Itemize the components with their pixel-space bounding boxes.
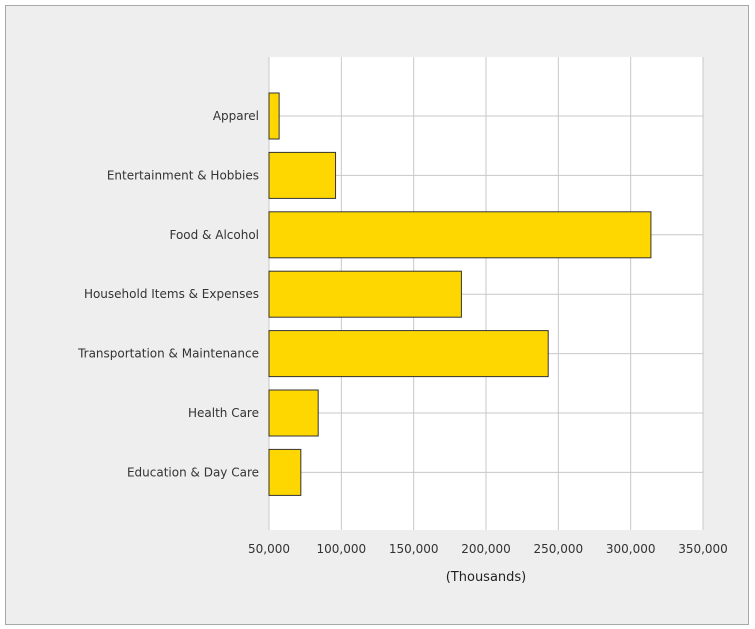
x-tick-label: 250,000 <box>534 542 584 556</box>
category-label: Transportation & Maintenance <box>77 347 259 361</box>
category-label: Entertainment & Hobbies <box>107 168 259 182</box>
x-tick-label: 200,000 <box>461 542 511 556</box>
category-label: Health Care <box>188 406 259 420</box>
bar-apparel <box>268 92 280 140</box>
x-tick-label: 150,000 <box>389 542 439 556</box>
bar-entertainment-hobbies <box>268 151 337 199</box>
x-tick-label: 350,000 <box>678 542 728 556</box>
bar-household-items-expenses <box>268 270 462 318</box>
category-label: Apparel <box>213 109 259 123</box>
x-tick-labels: 50,000 100,000 150,000 200,000 250,000 300,00… <box>248 542 728 556</box>
bar-food-alcohol <box>268 211 652 259</box>
x-tick-label: 300,000 <box>606 542 656 556</box>
category-label: Household Items & Expenses <box>84 287 259 301</box>
bar-health-care <box>268 389 319 437</box>
x-tick-label: 100,000 <box>317 542 367 556</box>
bar-education-day-care <box>268 448 302 496</box>
category-label: Food & Alcohol <box>169 228 259 242</box>
category-labels: Apparel Entertainment & Hobbies Food & Alc… <box>77 109 259 479</box>
bar-transportation-maintenance <box>268 330 549 378</box>
x-tick-label: 50,000 <box>248 542 290 556</box>
category-label: Education & Day Care <box>127 465 259 479</box>
bars-group <box>268 92 652 496</box>
x-axis-title: (Thousands) <box>446 570 527 585</box>
